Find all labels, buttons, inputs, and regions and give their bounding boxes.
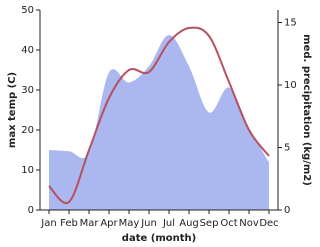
x-tick-label: Oct [220,218,237,229]
y-axis-label: max temp (C) [7,72,18,148]
y-tick-label: 0 [28,205,34,216]
x-tick-label: Jan [40,218,56,229]
y2-tick-label: 5 [284,143,290,154]
x-tick-label: Jun [140,218,157,229]
x-tick-label: May [119,218,140,229]
x-tick-label: Nov [239,218,259,229]
y-tick-label: 40 [21,45,34,56]
x-tick-label: Mar [80,218,100,229]
y2-tick-label: 10 [284,80,297,91]
y-tick-label: 20 [21,125,34,136]
temp-line [48,26,270,205]
y2-tick-label: 15 [284,18,297,29]
y-tick-label: 30 [21,85,34,96]
x-tick-label: Dec [259,218,278,229]
x-tick-label: Apr [100,218,118,229]
x-tick-label: Sep [200,218,219,229]
y2-tick-label: 0 [284,205,290,216]
y2-axis-label: med. precipitation (kg/m2) [301,34,312,186]
precipitation-area [49,35,269,210]
x-tick-label: Jul [162,218,175,229]
x-axis-label: date (month) [122,233,196,244]
x-tick-label: Aug [179,218,199,229]
y-tick-label: 50 [21,5,34,16]
y-tick-label: 10 [21,165,34,176]
x-tick-label: Feb [60,218,78,229]
